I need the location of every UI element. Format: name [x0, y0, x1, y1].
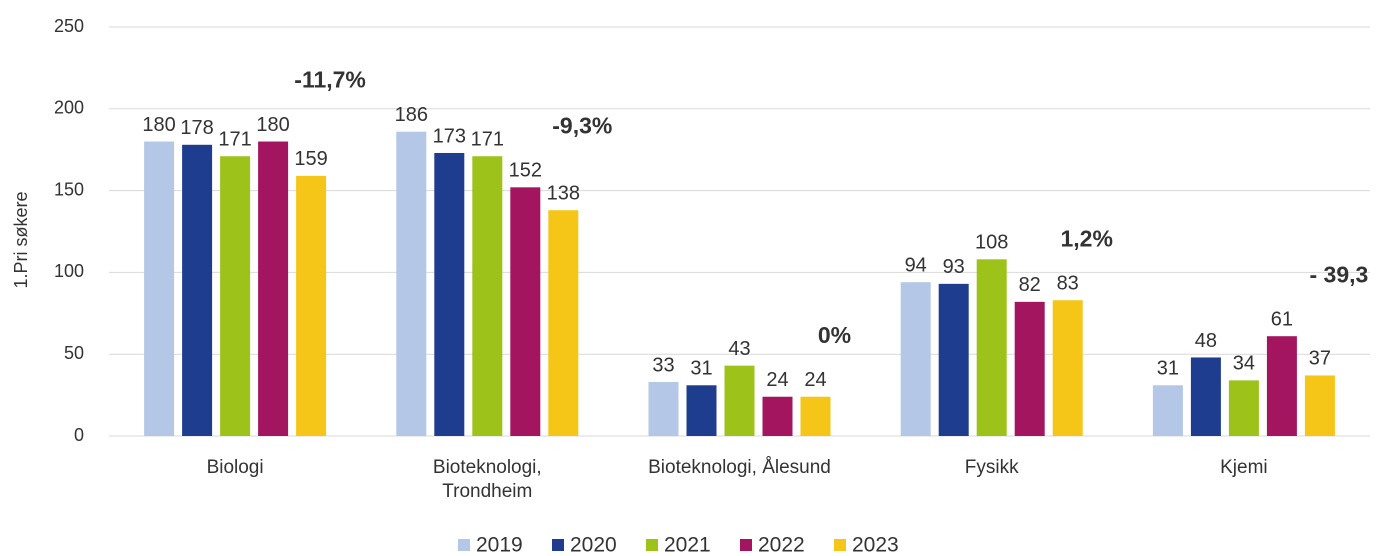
bar [258, 141, 289, 436]
data-label: 138 [547, 183, 580, 205]
data-label: 24 [804, 369, 826, 391]
data-label: 48 [1195, 330, 1217, 352]
bar [686, 385, 717, 436]
data-label: 94 [905, 254, 927, 276]
y-tick-label: 250 [54, 16, 84, 36]
bar [1014, 301, 1045, 436]
legend-swatch [834, 539, 846, 551]
bar [548, 210, 579, 436]
legend-swatch [552, 539, 564, 551]
bar [510, 187, 541, 436]
data-label: 108 [975, 232, 1008, 254]
bar [1152, 385, 1183, 436]
bar [938, 283, 969, 436]
bar [182, 144, 213, 437]
annotation: 1,2% [1060, 225, 1112, 251]
data-label: 173 [433, 125, 466, 147]
bar [1228, 380, 1259, 436]
bar [762, 396, 793, 436]
x-tick-label: Kjemi [1220, 457, 1268, 478]
bar [220, 156, 251, 436]
bar [296, 175, 327, 436]
legend-label: 2019 [476, 534, 523, 556]
data-label: 43 [728, 338, 750, 360]
bar [724, 365, 755, 436]
legend-label: 2021 [664, 534, 711, 556]
annotation: -9,3% [552, 112, 612, 138]
data-label: 37 [1309, 348, 1331, 370]
bar [976, 259, 1007, 436]
legend-label: 2023 [852, 534, 899, 556]
data-label: 31 [690, 358, 712, 380]
data-label: 171 [471, 129, 504, 151]
data-label: 180 [256, 114, 289, 136]
bar [648, 382, 679, 436]
data-label: 83 [1057, 272, 1079, 294]
legend-swatch [646, 539, 658, 551]
data-label: 82 [1019, 274, 1041, 296]
x-tick-label: Biologi [206, 457, 264, 478]
data-label: 31 [1157, 358, 1179, 380]
bar [900, 282, 931, 436]
x-tick-label: Bioteknologi, Ålesund [648, 457, 831, 478]
y-tick-label: 200 [54, 98, 84, 118]
data-label: 178 [180, 117, 213, 139]
x-tick-label: Fysikk [964, 457, 1019, 478]
y-tick-label: 100 [54, 261, 84, 281]
legend-swatch [740, 539, 752, 551]
x-tick-label: Bioteknologi, Trondheim [432, 457, 542, 502]
data-label: 61 [1271, 308, 1293, 330]
legend-swatch [458, 539, 470, 551]
data-label: 24 [766, 369, 788, 391]
bar [1190, 357, 1221, 436]
y-tick-label: 150 [54, 179, 84, 199]
data-label: 180 [142, 114, 175, 136]
bar [1052, 300, 1083, 436]
data-label: 34 [1233, 353, 1255, 375]
bar [434, 152, 465, 437]
data-label: 159 [294, 148, 327, 170]
data-label: 171 [218, 129, 251, 151]
y-tick-label: 50 [64, 343, 84, 363]
data-label: 152 [509, 160, 542, 182]
bar [144, 141, 175, 436]
annotation: 0% [818, 322, 851, 348]
bar [472, 156, 503, 436]
bar [800, 396, 831, 436]
data-label: 93 [943, 256, 965, 278]
annotation: -11,7% [294, 67, 366, 93]
data-label: 33 [652, 354, 674, 376]
bar [396, 131, 427, 437]
bar [1304, 375, 1335, 436]
y-axis-label: 1.Pri søkere [11, 191, 31, 288]
bar [1266, 336, 1297, 436]
y-tick-label: 0 [74, 425, 84, 445]
data-label: 186 [395, 104, 428, 126]
annotation: - 39,3 [1309, 261, 1368, 287]
legend-label: 2022 [758, 534, 805, 556]
legend-label: 2020 [570, 534, 617, 556]
